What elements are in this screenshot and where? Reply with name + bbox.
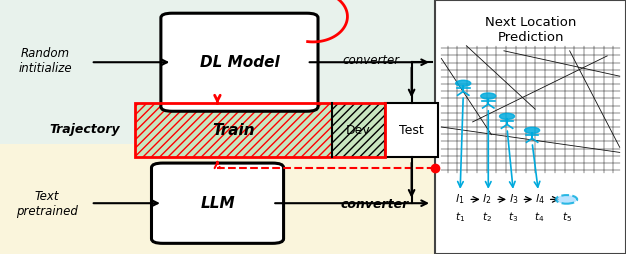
Text: $t_5$: $t_5$ (562, 210, 572, 224)
Bar (385, 103, 438, 157)
Circle shape (500, 113, 515, 119)
Text: converter: converter (340, 198, 409, 211)
FancyBboxPatch shape (161, 13, 318, 111)
Text: Test: Test (399, 124, 424, 137)
Text: Dev: Dev (346, 124, 371, 137)
Text: Text
pretrained: Text pretrained (16, 190, 78, 218)
Bar (0, 144, 435, 254)
Bar (135, 103, 332, 157)
FancyBboxPatch shape (151, 163, 284, 243)
Circle shape (525, 127, 540, 133)
Text: DL Model: DL Model (200, 55, 279, 70)
Text: Train: Train (212, 123, 255, 138)
Circle shape (456, 80, 471, 86)
Text: $t_2$: $t_2$ (482, 210, 492, 224)
Text: $l_2$: $l_2$ (483, 193, 491, 206)
Circle shape (481, 93, 496, 99)
Bar (0, 0, 435, 144)
Text: $l_1$: $l_1$ (456, 193, 464, 206)
Bar (435, 0, 626, 254)
Text: Trajectory: Trajectory (49, 123, 120, 136)
Text: $l_3$: $l_3$ (509, 193, 518, 206)
Text: converter: converter (342, 54, 399, 68)
Text: Random
intitialize: Random intitialize (18, 47, 72, 75)
Text: LLM: LLM (200, 196, 235, 211)
Text: $t_1$: $t_1$ (455, 210, 465, 224)
Text: $t_3$: $t_3$ (508, 210, 518, 224)
Text: Next Location
Prediction: Next Location Prediction (485, 17, 576, 44)
Bar (135, 103, 385, 157)
Circle shape (556, 195, 577, 204)
Bar (332, 103, 385, 157)
Text: $t_4$: $t_4$ (535, 210, 545, 224)
Text: $l_4$: $l_4$ (535, 193, 545, 206)
